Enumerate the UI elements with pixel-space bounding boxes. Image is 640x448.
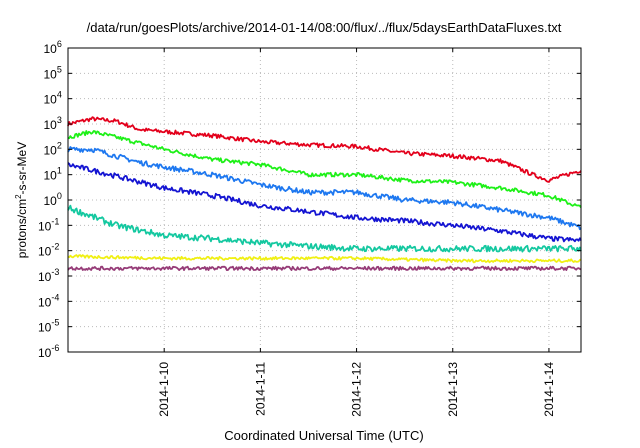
y-tick-label: 100 bbox=[44, 191, 62, 208]
y-axis-label-pre: protons/cm bbox=[15, 199, 29, 258]
y-tick-label: 10-3 bbox=[38, 267, 59, 284]
y-tick-exponent: -6 bbox=[51, 343, 59, 353]
x-ticks: 2014-1-10 2014-1-11 2014-1-12 2014-1-13 2014… bbox=[157, 48, 556, 417]
y-tick-exponent: 2 bbox=[57, 140, 62, 150]
y-ticks: 10-610-510-410-310-210-11001011021031041… bbox=[38, 39, 581, 360]
y-axis-label-post: -s-sr-MeV bbox=[15, 142, 29, 195]
series-layer bbox=[67, 116, 582, 271]
y-tick-label: 10-1 bbox=[38, 216, 59, 233]
x-tick-label: 2014-1-11 bbox=[253, 362, 267, 416]
y-tick-exponent: -5 bbox=[51, 318, 59, 328]
y-tick-label: 10-2 bbox=[38, 242, 59, 259]
series-line-1 bbox=[67, 130, 582, 208]
y-tick-label: 106 bbox=[44, 39, 62, 56]
series-line-6 bbox=[67, 265, 582, 271]
y-tick-exponent: 0 bbox=[57, 191, 62, 201]
y-tick-exponent: -2 bbox=[51, 242, 59, 252]
y-tick-exponent: -4 bbox=[51, 292, 59, 302]
series-line-5 bbox=[67, 254, 582, 264]
y-tick-exponent: 1 bbox=[57, 166, 62, 176]
series-line-2 bbox=[67, 146, 582, 231]
y-axis-label-sup: 2 bbox=[14, 194, 23, 199]
y-tick-label: 103 bbox=[44, 115, 62, 132]
y-tick-label: 102 bbox=[44, 140, 62, 157]
y-tick-exponent: 4 bbox=[57, 90, 62, 100]
y-tick-label: 101 bbox=[44, 166, 62, 183]
y-tick-label: 10-4 bbox=[38, 292, 59, 309]
y-tick-label: 105 bbox=[44, 64, 62, 81]
series-line-0 bbox=[67, 116, 582, 183]
x-tick-label: 2014-1-10 bbox=[157, 362, 171, 417]
y-tick-exponent: 6 bbox=[57, 39, 62, 49]
y-tick-label: 104 bbox=[44, 90, 62, 107]
y-tick-exponent: -1 bbox=[51, 216, 59, 226]
grid bbox=[68, 48, 581, 352]
series-line-3 bbox=[67, 162, 582, 243]
series-line-4 bbox=[67, 204, 582, 253]
y-tick-exponent: -3 bbox=[51, 267, 59, 277]
y-tick-label: 10-5 bbox=[38, 318, 59, 335]
y-tick-label: 10-6 bbox=[38, 343, 59, 360]
x-tick-label: 2014-1-13 bbox=[446, 362, 460, 417]
x-tick-label: 2014-1-12 bbox=[350, 362, 364, 417]
y-tick-exponent: 3 bbox=[57, 115, 62, 125]
y-tick-exponent: 5 bbox=[57, 64, 62, 74]
x-axis-label: Coordinated Universal Time (UTC) bbox=[224, 428, 423, 443]
chart-title: /data/run/goesPlots/archive/2014-01-14/0… bbox=[87, 20, 562, 35]
x-tick-label: 2014-1-14 bbox=[542, 362, 556, 417]
y-axis-label: protons/cm2-s-sr-MeV bbox=[14, 142, 29, 258]
